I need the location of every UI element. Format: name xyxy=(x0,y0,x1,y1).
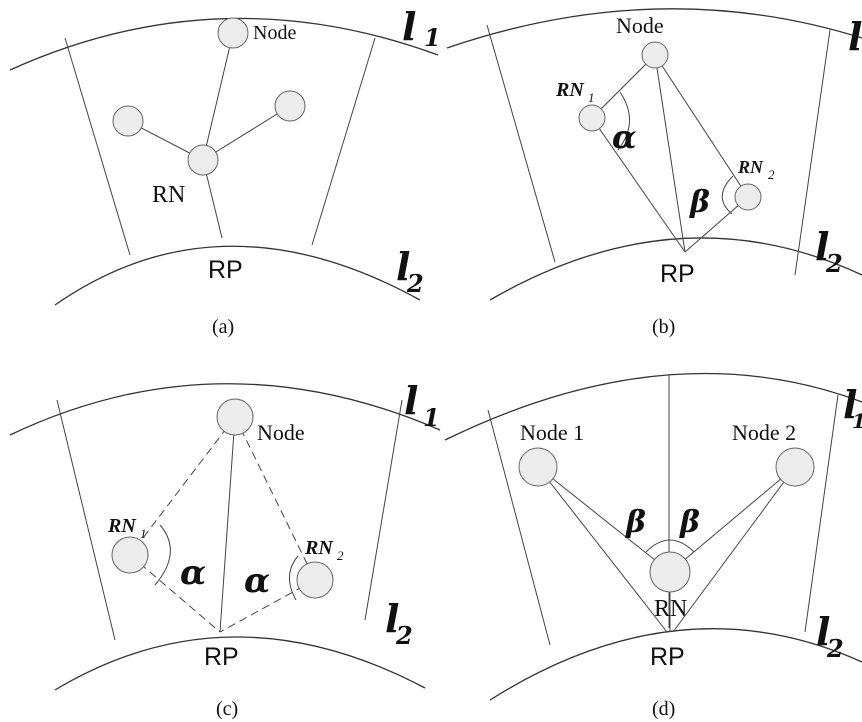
panel-b-node xyxy=(641,41,669,69)
panel-a-caption: (a) xyxy=(212,316,234,338)
panel-a-node xyxy=(217,17,249,49)
panel-d-caption: (d) xyxy=(652,698,675,720)
panel-b-node-label: Node xyxy=(616,13,664,38)
panel-c-level-bottom-sub: 2 xyxy=(395,621,413,650)
panel-b-rn2-label: RN xyxy=(737,157,764,177)
panel-c-outer-arc xyxy=(9,383,441,436)
panel-b-beta-arc xyxy=(721,175,734,215)
panel-b-inner-arc xyxy=(489,237,862,301)
panel-d-node-2 xyxy=(775,447,815,487)
panel-d-relay-label: RN xyxy=(654,596,687,622)
panel-b-alpha-arc xyxy=(617,91,630,151)
panel-d-edge-node1-rn xyxy=(537,466,671,573)
panel-b-edge-node-rp xyxy=(654,54,686,253)
panel-b-alpha: α xyxy=(612,118,637,156)
panel-c-level-top: l xyxy=(404,378,418,423)
panel-c-rn2-sub: 2 xyxy=(337,548,344,563)
panel-c-rn2-label: RN xyxy=(304,537,334,559)
panel-d-beta-right: β xyxy=(679,505,700,540)
panel-b-rn1-label: RN xyxy=(555,79,585,101)
panel-b-level-bottom: l xyxy=(815,224,829,269)
panel-d-node2-label: Node 2 xyxy=(732,420,796,445)
panel-a-inner-arc xyxy=(54,245,421,306)
panel-d-level-bottom-sub: 2 xyxy=(826,634,844,663)
panel-d-left-boundary xyxy=(487,409,551,646)
panel-b-rn2 xyxy=(734,183,762,211)
panel-c-level-bottom: l xyxy=(385,596,399,641)
panel-c-left-boundary xyxy=(56,399,116,641)
panel-b-right-boundary xyxy=(794,29,831,276)
panel-b-edge-node-rn1 xyxy=(591,54,656,119)
panel-b-caption: (b) xyxy=(652,316,675,338)
panel-d-edge-node2-rn xyxy=(669,466,796,573)
panel-a-level-bottom: l xyxy=(396,244,410,289)
panel-c-inner-arc xyxy=(54,636,426,691)
panel-b-level-top: l xyxy=(848,14,862,59)
panel-b-rp-label: RP xyxy=(660,260,695,288)
panel-c-node-label: Node xyxy=(257,420,305,445)
panel-c-rn2 xyxy=(296,561,334,599)
panel-c-edge-node-rp xyxy=(219,416,236,633)
panel-d-inner-arc xyxy=(489,628,862,701)
panel-b-edge-rn1-rp xyxy=(591,117,686,253)
panel-c-edge-node-rn2 xyxy=(234,416,316,581)
panel-a-level-bottom-sub: 2 xyxy=(406,269,424,298)
panel-d-relay-node xyxy=(649,551,691,593)
panel-c-alpha-right: α xyxy=(244,561,270,601)
panel-c-edge-rn1-rp xyxy=(129,554,221,633)
panel-d-level-bottom: l xyxy=(816,609,830,654)
panel-a-relay-node xyxy=(187,144,219,176)
panel-a-level-top-sub: 1 xyxy=(424,23,441,52)
panel-d-level-top-sub: 1 xyxy=(852,409,862,433)
panel-c-level-top-sub: 1 xyxy=(423,403,440,432)
panel-c-right-boundary xyxy=(364,399,403,621)
panel-a-level-top: l xyxy=(402,4,416,49)
panel-b-edge-rn2-rp xyxy=(684,196,749,253)
panel-d-outer-arc xyxy=(444,372,862,441)
panel-c-edge-node-rn1 xyxy=(129,416,236,556)
panel-a-right-node xyxy=(274,90,306,122)
panel-d-edge-node1-rp xyxy=(537,466,668,633)
panel-b-left-boundary xyxy=(486,24,556,263)
panel-d-rp-label: RP xyxy=(650,643,685,671)
panel-a-edge-right-rn xyxy=(202,105,291,161)
panel-d-node-1 xyxy=(518,447,558,487)
panel-a-edge-node-rn xyxy=(202,32,234,161)
panel-b-outer-arc xyxy=(446,8,862,49)
panel-b-beta: β xyxy=(689,185,710,220)
panel-c-alpha-left-arc xyxy=(154,524,171,586)
panel-d-node1-label: Node 1 xyxy=(520,420,584,445)
panel-c-node xyxy=(216,398,254,436)
panel-d-beta-left: β xyxy=(625,505,646,540)
panel-b-rn2-sub: 2 xyxy=(768,167,775,182)
panel-a-right-boundary xyxy=(311,37,376,246)
panel-c: Node RN 1 RN 2 α α RP l 1 l 2 (c) xyxy=(9,378,441,720)
panel-d-edge-node2-rp xyxy=(672,466,796,633)
panel-d-right-boundary xyxy=(804,394,839,633)
panel-c-rn1 xyxy=(111,536,149,574)
panel-a-left-node xyxy=(112,105,144,137)
panel-a: Node RN RP l 1 l 2 (a) xyxy=(9,4,441,338)
panel-b: Node RN 1 RN 2 α β RP l l 2 (b) xyxy=(446,8,862,338)
panel-c-caption: (c) xyxy=(216,698,238,720)
panel-c-alpha-right-arc xyxy=(289,555,299,601)
panel-d: Node 1 Node 2 RN β β RP l 1 l 2 (d) xyxy=(444,372,862,720)
panel-a-rp-label: RP xyxy=(208,256,243,284)
panel-c-rn1-sub: 1 xyxy=(140,526,147,541)
panel-d-level-top: l xyxy=(843,382,857,427)
panel-c-rp-label: RP xyxy=(204,643,239,671)
panel-a-node-label: Node xyxy=(253,22,296,44)
panel-a-relay-label: RN xyxy=(152,182,185,208)
panel-c-alpha-left: α xyxy=(180,553,206,593)
panel-b-level-bottom-sub: 2 xyxy=(825,249,843,278)
panel-c-rn1-label: RN xyxy=(107,515,137,537)
panel-b-rn1 xyxy=(578,104,606,132)
panel-d-beta-arc xyxy=(645,539,695,553)
panel-b-edge-node-rn2 xyxy=(654,54,749,198)
panel-b-rn1-sub: 1 xyxy=(588,90,595,105)
panel-a-left-boundary xyxy=(64,37,131,256)
